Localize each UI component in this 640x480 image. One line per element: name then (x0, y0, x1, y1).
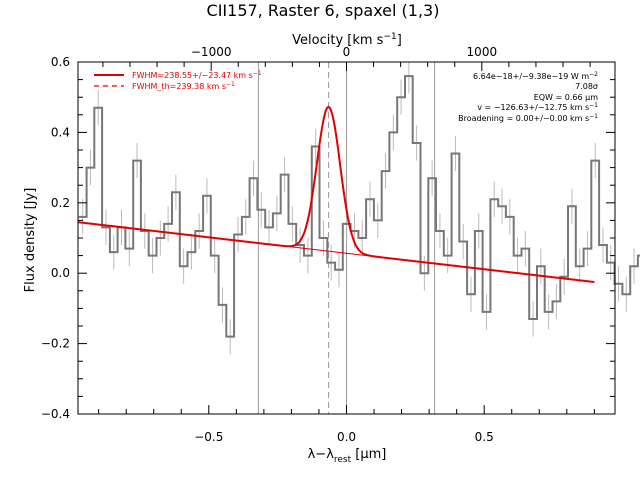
x-axis-label: λ−λrest [μm] (308, 447, 387, 465)
annotation-flux: 6.64e−18+/−9.38e−19 W m−2 (473, 71, 598, 81)
gaussian-fit-curve (77, 105, 595, 283)
y-tick-label: −0.4 (41, 407, 70, 421)
spectrum-histogram (78, 75, 640, 338)
fit-annotations: 6.64e−18+/−9.38e−19 W m−2 7.08σ EQW = 0.… (458, 71, 598, 123)
top-tick-label: −1000 (191, 45, 232, 59)
legend-entry-fwhm-th: FWHM_th=239.38 km s−1 (132, 81, 235, 91)
legend-entry-fwhm: FWHM=238.55+/−23.47 km s−1 (132, 70, 262, 80)
y-tick-label: 0.2 (51, 196, 70, 210)
annotation-velocity: v = −126.63+/−12.75 km s−1 (477, 102, 598, 112)
y-tick-label: −0.2 (41, 337, 70, 351)
top-tick-label: 0 (343, 45, 351, 59)
y-tick-label: 0.4 (51, 125, 70, 139)
y-tick-label: 0.6 (51, 55, 70, 69)
x-tick-label: −0.5 (194, 430, 223, 444)
legend: FWHM=238.55+/−23.47 km s−1 FWHM_th=239.3… (94, 70, 262, 91)
top-tick-label: 1000 (467, 45, 498, 59)
y-axis-label: Flux density [Jy] (23, 188, 38, 293)
annotation-eqw: EQW = 0.66 μm (534, 93, 598, 102)
annotation-sigma: 7.08σ (575, 82, 598, 91)
annotation-broadening: Broadening = 0.00+/−0.00 km s−1 (458, 113, 598, 123)
chart-title: CII157, Raster 6, spaxel (1,3) (207, 1, 440, 20)
x-tick-label: 0.5 (475, 430, 494, 444)
top-axis-label: Velocity [km s−1] (292, 32, 402, 48)
x-tick-label: 0.0 (337, 430, 356, 444)
plot-area: −0.5 0.0 0.5 −0.4 −0.2 0.0 0.2 0.4 0.6 −1000 0 1000 (41, 45, 640, 444)
y-tick-label: 0.0 (51, 266, 70, 280)
